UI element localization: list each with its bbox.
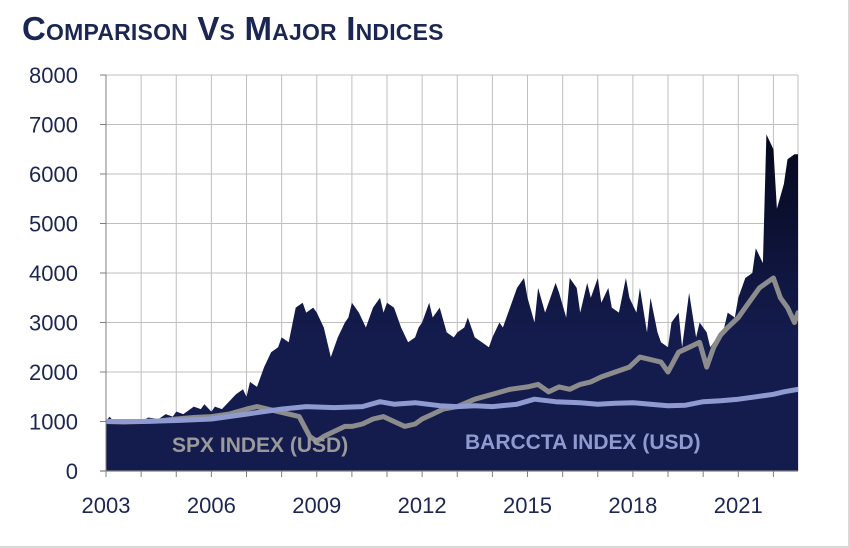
x-tick-label: 2006 — [187, 493, 236, 518]
annotation-spx: SPX INDEX (USD) — [172, 434, 348, 457]
series-group — [106, 134, 798, 471]
y-tick-label: 1000 — [29, 410, 78, 435]
x-tick-label: 2018 — [608, 493, 657, 518]
x-tick-labels: 2003 2006 2009 2012 2015 2018 2021 — [82, 493, 763, 518]
barccta-line — [106, 386, 798, 424]
x-tick-label: 2009 — [292, 493, 341, 518]
y-tick-label: 2000 — [29, 360, 78, 385]
fund-area — [106, 134, 798, 471]
frame-right-border — [848, 0, 850, 548]
y-tick-label: 3000 — [29, 311, 78, 336]
annotation-barccta: BARCCTA INDEX (USD) — [465, 431, 701, 454]
axes — [100, 74, 798, 477]
y-tick-label: 0 — [66, 459, 78, 484]
x-tick-label: 2003 — [82, 493, 131, 518]
y-tick-label: 8000 — [29, 63, 78, 88]
frame-bottom-border — [0, 546, 850, 548]
y-tick-label: 6000 — [29, 162, 78, 187]
x-tick-label: 2012 — [398, 493, 447, 518]
y-tick-labels: 0 1000 2000 3000 4000 5000 6000 7000 8000 — [29, 63, 78, 484]
x-tick-label: 2015 — [503, 493, 552, 518]
y-tick-label: 7000 — [29, 113, 78, 138]
x-tick-label: 2021 — [714, 493, 763, 518]
y-tick-label: 4000 — [29, 261, 78, 286]
chart-title: Comparison Vs Major Indices — [22, 10, 444, 47]
y-tick-label: 5000 — [29, 212, 78, 237]
